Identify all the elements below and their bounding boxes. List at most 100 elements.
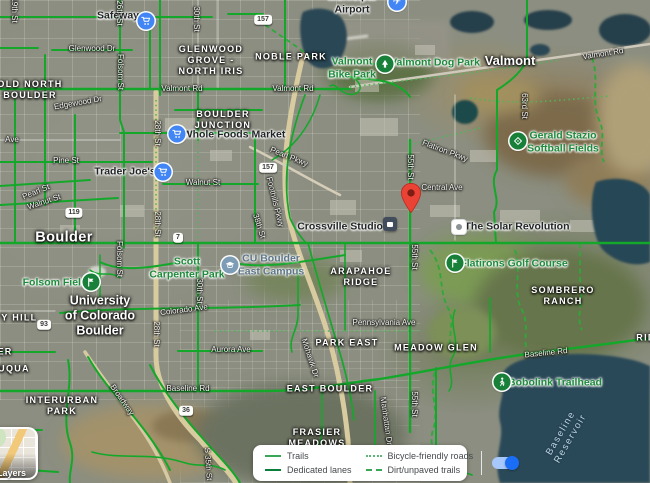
label-solar-revolution[interactable]: The Solar Revolution — [464, 220, 570, 233]
label-central-ave: Central Ave — [421, 183, 463, 193]
route-shield-157: 157 — [254, 14, 272, 26]
label-folsom-st-2: Folsom St — [114, 240, 124, 278]
bike-layer-toggle[interactable] — [492, 456, 520, 470]
label-30th-st: 30th St — [194, 278, 204, 304]
label-bobolink[interactable]: Bobolink Trailhead — [508, 376, 602, 389]
label-55th-st-3: 55th St — [409, 391, 419, 417]
label-aurora-ave: Aurora Ave — [211, 345, 251, 355]
label-30th-st-top: 30th St — [191, 6, 201, 32]
label-28th-st-2: 28th St — [152, 211, 162, 237]
dedicated-lanes-line-sample — [265, 469, 281, 471]
airport-icon[interactable]: ✈ — [388, 0, 406, 11]
label-ucb: University of Colorado Boulder — [64, 293, 136, 338]
route-shield-93: 93 — [37, 319, 51, 331]
label-valmont-bike-park[interactable]: Valmont Bike Park — [328, 55, 376, 80]
legend-item-dedicated-lanes: Dedicated lanes — [265, 465, 352, 475]
label-park-east: PARK EAST — [315, 337, 379, 348]
label-55th-st-1: 55th St — [405, 154, 415, 180]
label-trader-joes[interactable]: Trader Joe's — [94, 165, 156, 178]
label-old-north-boulder: OLD NORTH BOULDER — [0, 79, 63, 100]
bicycle-friendly-line-sample — [365, 455, 382, 457]
bobolink-icon[interactable] — [493, 373, 511, 391]
label-east-boulder: EAST BOULDER — [286, 383, 374, 394]
label-er-partial: ER — [0, 346, 13, 357]
layers-button-label: Layers — [0, 468, 27, 478]
legend-label: Dedicated lanes — [287, 465, 352, 475]
label-folsom-st-1: Folsom St — [115, 53, 125, 91]
layers-button[interactable]: Layers — [0, 427, 38, 480]
label-safeway[interactable]: Safeway — [96, 9, 140, 22]
legend-items: Trails Dedicated lanes Bicycle-friendly … — [253, 446, 481, 480]
label-28th-st-3: 28th St — [151, 321, 161, 347]
legend-item-bicycle-friendly: Bicycle-friendly roads — [365, 451, 474, 461]
label-valmont-rd-1: Valmont Rd — [161, 84, 203, 94]
label-valmont-rd-2: Valmont Rd — [272, 84, 314, 94]
label-baseline-rd-1: Baseline Rd — [166, 384, 210, 394]
label-noble-park: NOBLE PARK — [255, 51, 327, 62]
whole-foods-cart-icon[interactable] — [168, 125, 186, 143]
label-meadow-glen: MEADOW GLEN — [394, 342, 478, 353]
dirt-trails-line-sample — [365, 469, 382, 471]
toggle-knob — [505, 456, 520, 470]
label-boulder-junction: BOULDER JUNCTION — [194, 109, 252, 130]
label-walnut-st-e: Walnut St — [185, 178, 221, 188]
label-crossville[interactable]: Crossville Studios — [297, 220, 389, 233]
label-whole-foods[interactable]: Whole Foods Market — [182, 128, 286, 141]
folsom-field-icon[interactable] — [82, 273, 100, 291]
legend-item-dirt-trails: Dirt/unpaved trails — [365, 465, 474, 475]
label-flatirons-golf[interactable]: Flatirons Golf Course — [460, 257, 568, 270]
label-interurban-park: INTERURBAN PARK — [25, 395, 99, 416]
label-sombrero-ranch: SOMBRERO RANCH — [531, 285, 595, 306]
trader-joes-cart-icon[interactable] — [154, 163, 172, 181]
label-ave-partial: Ave — [5, 135, 19, 145]
safeway-cart-icon[interactable] — [137, 12, 155, 30]
route-shield-7: 7 — [173, 232, 183, 244]
crossville-icon[interactable] — [383, 217, 397, 231]
valmont-dog-park-icon[interactable] — [376, 55, 394, 73]
label-arapahoe-ridge: ARAPAHOE RIDGE — [330, 266, 392, 287]
route-shield-36: 36 — [179, 405, 193, 417]
route-shield-119: 119 — [65, 207, 83, 219]
label-28th-st-1: 28th St — [152, 120, 162, 146]
terrain-layer — [60, 20, 650, 483]
bike-layer-toggle-wrap — [482, 456, 528, 470]
label-pennsylvania-ave: Pennsylvania Ave — [352, 318, 416, 328]
legend-label: Dirt/unpaved trails — [387, 465, 461, 475]
route-shield-157: 157 — [259, 162, 277, 174]
pin-icon — [401, 182, 421, 214]
label-rid-partial: RID — [636, 332, 650, 343]
label-pine-st: Pine St — [53, 156, 79, 166]
label-university-hill-partial: TY HILL — [0, 312, 38, 323]
legend-item-trails: Trails — [265, 451, 352, 461]
label-63rd-st: 63rd St — [519, 93, 529, 119]
label-gerald-stazio[interactable]: Gerald Stazio Softball Fields — [527, 129, 599, 154]
label-uqua-partial: UQUA — [0, 363, 30, 374]
bike-dotted-layer — [155, 59, 611, 332]
legend-label: Bicycle-friendly roads — [387, 451, 474, 461]
label-cu-east-campus[interactable]: CU Boulder East Campus — [237, 252, 305, 277]
label-26th-st: 26th St — [114, 0, 124, 26]
label-valmont-dog-park[interactable]: Valmont Dog Park — [390, 56, 480, 69]
label-55th-st-2: 55th St — [409, 244, 419, 270]
label-19th-st: 19th St — [9, 0, 19, 23]
flatirons-golf-icon[interactable] — [446, 254, 464, 272]
trails-line-sample — [265, 455, 281, 457]
map-pin[interactable] — [400, 182, 422, 219]
label-glenwood-grove: GLENWOOD GROVE - NORTH IRIS — [178, 43, 244, 76]
gerald-stazio-icon[interactable] — [509, 132, 527, 150]
label-boulder[interactable]: Boulder — [35, 229, 93, 246]
bike-legend-card: Trails Dedicated lanes Bicycle-friendly … — [253, 445, 520, 481]
cu-east-campus-icon[interactable] — [221, 256, 239, 274]
label-frasier-meadows: FRASIER MEADOWS — [288, 427, 346, 448]
legend-divider — [481, 451, 483, 475]
layers-thumbnail — [0, 429, 36, 478]
legend-label: Trails — [287, 451, 309, 461]
label-scott-carpenter[interactable]: Scott Carpenter Park — [149, 255, 225, 280]
label-municipal-airport[interactable]: Municipal Airport — [328, 0, 376, 15]
label-folsom-field[interactable]: Folsom Field — [22, 276, 88, 289]
solar-revolution-icon[interactable] — [452, 220, 466, 234]
label-valmont[interactable]: Valmont — [484, 53, 536, 69]
